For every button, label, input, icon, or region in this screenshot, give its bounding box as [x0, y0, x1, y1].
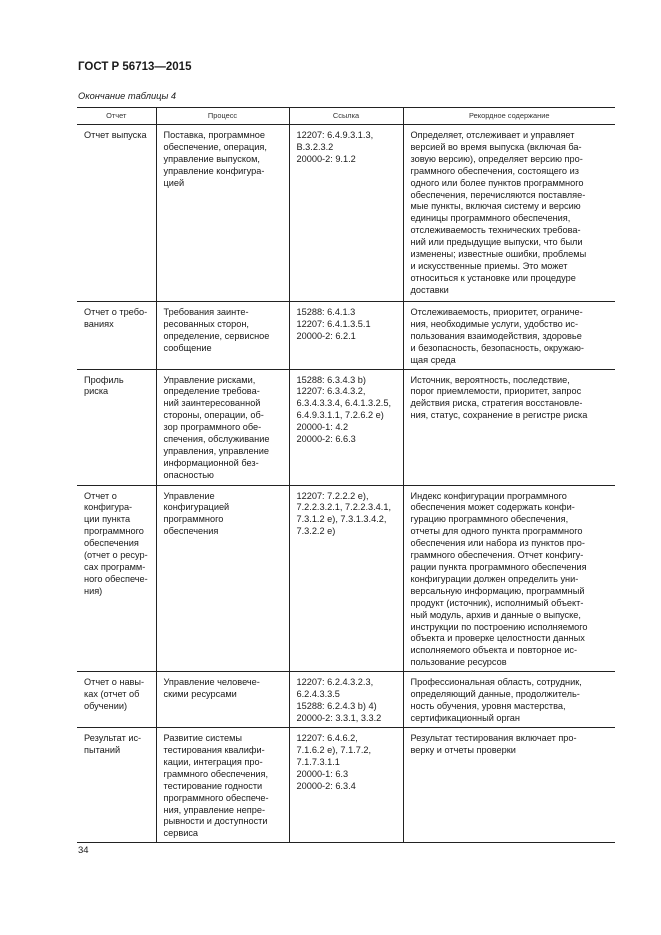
table-row: Отчет выпуска Поставка, программное обесп… — [77, 124, 615, 302]
cell-content: Индекс конфигурации программного обеспеч… — [402, 484, 615, 673]
cell-content: Источник, вероятность, последствие, поро… — [402, 368, 615, 486]
cell-reference: 12207: 7.2.2.2 e), 7.2.2.3.2.1, 7.2.2.3.… — [288, 484, 404, 673]
records-table: Отчет Процесс Ссылка Рекордное содержани… — [77, 107, 615, 844]
cell-process: Управление рисками, определение требова-… — [155, 368, 290, 486]
cell-reference: 12207: 6.4.9.3.1.3, B.3.2.3.2 20000-2: 9… — [288, 124, 404, 302]
cell-process: Управление конфигурацией программного об… — [155, 484, 290, 673]
cell-content: Отслеживаемость, приоритет, ограниче- ни… — [402, 301, 615, 370]
column-header-process: Процесс — [155, 107, 290, 125]
table-caption: Окончание таблицы 4 — [78, 91, 177, 101]
table-row: Результат ис- пытаний Развитие системы те… — [77, 727, 615, 844]
page-number: 34 — [78, 845, 89, 856]
table-row: Профиль риска Управление рисками, определ… — [77, 368, 615, 486]
cell-report: Отчет о навы- ках (отчет об обучении) — [77, 671, 157, 729]
table-header-row: Отчет Процесс Ссылка Рекордное содержани… — [77, 107, 615, 125]
cell-reference: 12207: 6.4.6.2, 7.1.6.2 e), 7.1.7.2, 7.1… — [288, 727, 404, 844]
cell-report: Отчет о требо- ваниях — [77, 301, 157, 370]
cell-reference: 12207: 6.2.4.3.2.3, 6.2.4.3.3.5 15288: 6… — [288, 671, 404, 729]
cell-report: Отчет выпуска — [77, 124, 157, 302]
cell-process: Развитие системы тестирования квалифи- к… — [155, 727, 290, 844]
cell-content: Определяет, отслеживает и управляет верс… — [402, 124, 615, 302]
cell-report: Результат ис- пытаний — [77, 727, 157, 844]
column-header-content: Рекордное содержание — [402, 107, 615, 125]
cell-report: Отчет о конфигура- ции пункта программно… — [77, 484, 157, 673]
table-row: Отчет о требо- ваниях Требования заинте- … — [77, 301, 615, 370]
standard-number: ГОСТ Р 56713—2015 — [78, 61, 192, 73]
table-row: Отчет о навы- ках (отчет об обучении) Упр… — [77, 671, 615, 729]
cell-reference: 15288: 6.4.1.3 12207: 6.4.1.3.5.1 20000-… — [288, 301, 404, 370]
table-row: Отчет о конфигура- ции пункта программно… — [77, 484, 615, 673]
column-header-reference: Ссылка — [288, 107, 404, 125]
cell-content: Результат тестирования включает про- вер… — [402, 727, 615, 844]
cell-reference: 15288: 6.3.4.3 b) 12207: 6.3.4.3.2, 6.3.… — [288, 368, 404, 486]
cell-process: Управление человече- скими ресурсами — [155, 671, 290, 729]
cell-report: Профиль риска — [77, 368, 157, 486]
cell-content: Профессиональная область, сотрудник, опр… — [402, 671, 615, 729]
cell-process: Поставка, программное обеспечение, опера… — [155, 124, 290, 302]
cell-process: Требования заинте- ресованных сторон, оп… — [155, 301, 290, 370]
column-header-report: Отчет — [77, 107, 157, 125]
